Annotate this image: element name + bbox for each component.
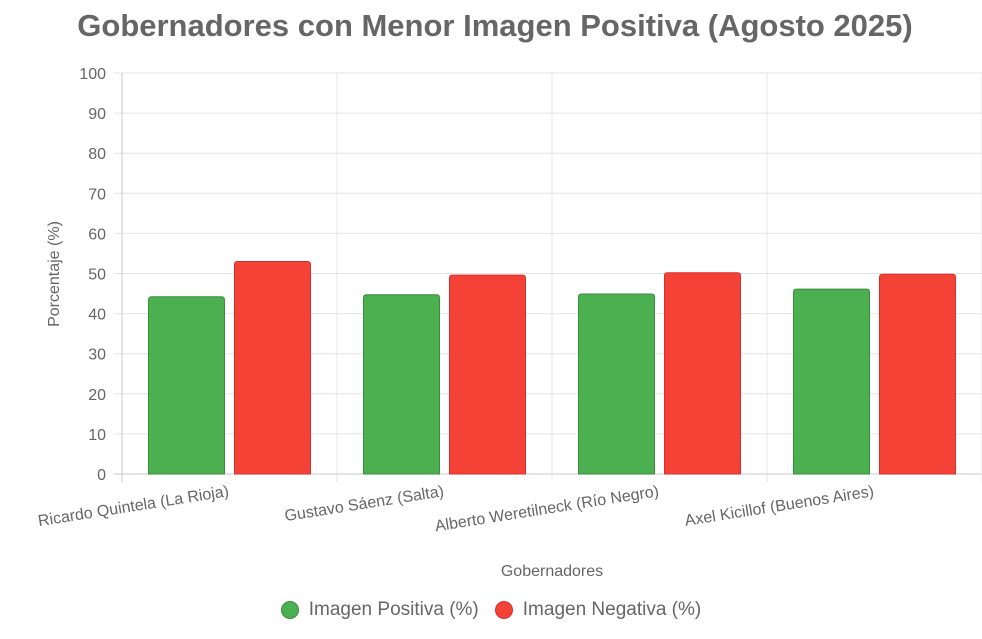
bar-positive[interactable] (793, 288, 870, 475)
y-tick-label: 0 (97, 467, 106, 484)
bar-negative[interactable] (234, 260, 311, 475)
x-tick-label: Ricardo Quintela (La Rioja) (37, 483, 230, 530)
y-tick-label: 80 (88, 146, 106, 163)
y-tick-label: 40 (88, 307, 106, 324)
y-tick-labels: 0 10 20 30 40 50 60 70 80 90 100 (79, 66, 106, 484)
bar-positive[interactable] (148, 296, 225, 475)
x-tick-labels: Ricardo Quintela (La Rioja) Gustavo Sáenz… (37, 483, 875, 535)
chart-title: Gobernadores con Menor Imagen Positiva (… (77, 8, 913, 43)
y-tick-label: 30 (88, 347, 106, 364)
y-tick-label: 50 (88, 267, 106, 284)
y-tick-label: 90 (88, 106, 106, 123)
x-tick-label: Alberto Weretilneck (Río Negro) (434, 483, 660, 535)
bar-positive[interactable] (363, 294, 440, 475)
y-tick-label: 70 (88, 186, 106, 203)
y-axis-title: Porcentaje (%) (46, 221, 63, 327)
bar-negative[interactable] (664, 272, 741, 475)
x-tick-label: Axel Kicillof (Buenos Aires) (684, 483, 875, 530)
legend-swatch-negative (494, 601, 513, 619)
y-tick-label: 20 (88, 387, 106, 404)
legend-label-positive: Imagen Positiva (%) (308, 599, 479, 620)
y-tick-label: 10 (88, 427, 106, 444)
bar-chart: 0 10 20 30 40 50 60 70 80 90 100 Ricardo Quintela … (37, 66, 982, 580)
bars (148, 260, 956, 475)
x-axis-title: Gobernadores (501, 563, 603, 580)
y-tick-label: 60 (88, 226, 106, 243)
x-tick-label: Gustavo Sáenz (Salta) (283, 483, 445, 525)
bar-negative[interactable] (879, 273, 956, 475)
legend-swatch-positive (280, 601, 299, 619)
legend-item-positive[interactable]: Imagen Positiva (%) (280, 599, 479, 621)
bar-negative[interactable] (449, 274, 526, 475)
legend: Imagen Positiva (%) Imagen Negativa (%) (0, 599, 982, 621)
bar-positive[interactable] (578, 293, 655, 475)
y-tick-label: 100 (79, 66, 106, 83)
legend-label-negative: Imagen Negativa (%) (522, 599, 702, 620)
legend-item-negative[interactable]: Imagen Negativa (%) (494, 599, 702, 621)
